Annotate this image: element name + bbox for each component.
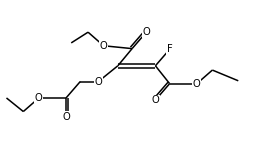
Text: O: O	[35, 93, 43, 103]
Text: O: O	[193, 79, 201, 89]
Text: F: F	[167, 44, 172, 54]
Text: O: O	[62, 112, 70, 122]
Text: O: O	[142, 27, 150, 37]
Text: O: O	[95, 77, 102, 87]
Text: O: O	[100, 41, 107, 51]
Text: O: O	[152, 95, 159, 105]
